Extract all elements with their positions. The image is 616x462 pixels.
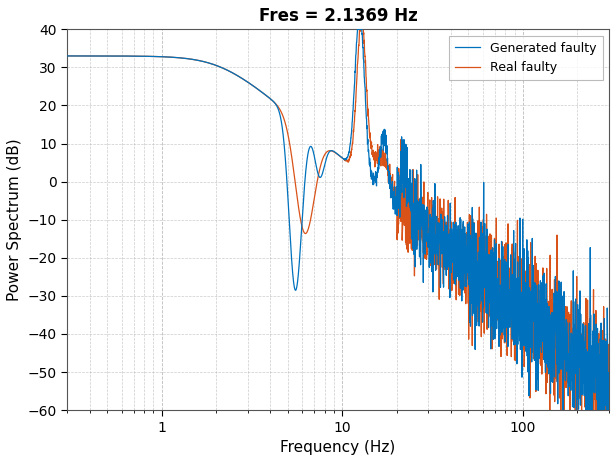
- Legend: Generated faulty, Real faulty: Generated faulty, Real faulty: [449, 36, 603, 80]
- Line: Real faulty: Real faulty: [67, 29, 609, 410]
- Real faulty: [356, 26, 363, 32]
- Real faulty: [63, 53, 71, 59]
- Real faulty: [271, 100, 278, 106]
- Generated faulty: [354, 26, 361, 32]
- Real faulty: [125, 53, 132, 59]
- Real faulty: [158, 54, 165, 60]
- Generated faulty: [294, 270, 302, 276]
- Generated faulty: [125, 53, 132, 59]
- Real faulty: [546, 407, 554, 413]
- Real faulty: [537, 287, 544, 292]
- Y-axis label: Power Spectrum (dB): Power Spectrum (dB): [7, 138, 22, 301]
- Generated faulty: [271, 100, 278, 106]
- Generated faulty: [63, 53, 71, 59]
- Generated faulty: [559, 407, 567, 413]
- X-axis label: Frequency (Hz): Frequency (Hz): [280, 440, 395, 455]
- Line: Generated faulty: Generated faulty: [67, 29, 609, 410]
- Title: Fres = 2.1369 Hz: Fres = 2.1369 Hz: [259, 7, 418, 25]
- Generated faulty: [595, 352, 602, 358]
- Real faulty: [294, 204, 302, 209]
- Real faulty: [606, 375, 613, 381]
- Generated faulty: [606, 385, 613, 390]
- Generated faulty: [158, 54, 165, 60]
- Generated faulty: [537, 308, 544, 314]
- Real faulty: [595, 364, 602, 369]
